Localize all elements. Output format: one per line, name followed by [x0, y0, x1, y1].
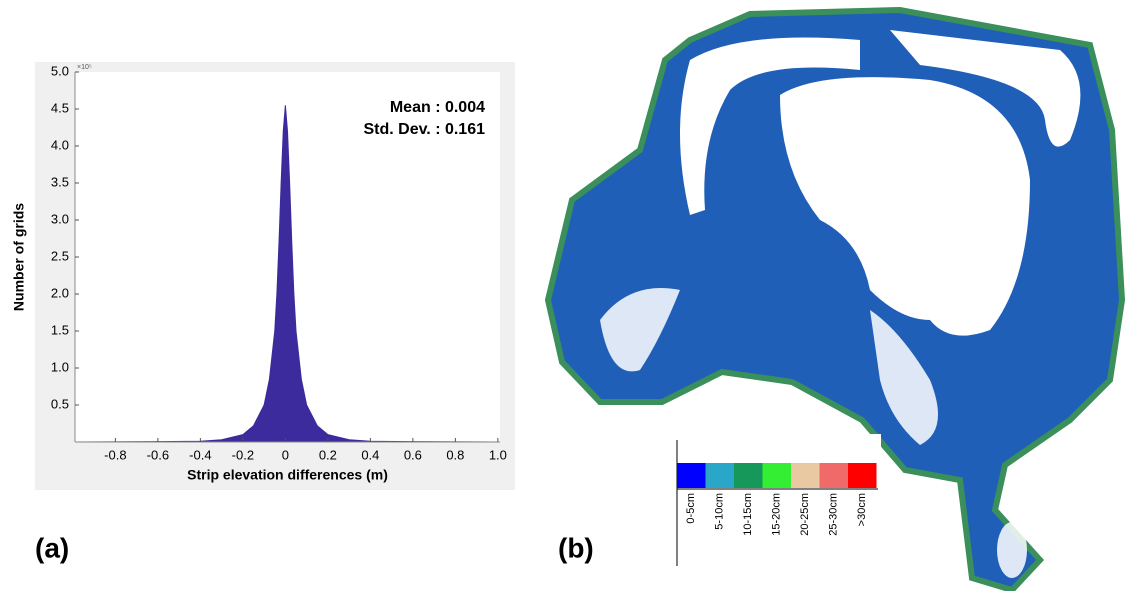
panel-label: (a) — [35, 532, 69, 563]
white-patch — [680, 37, 860, 215]
legend-label: >30cm — [856, 493, 868, 526]
y-tick-label: 1.5 — [51, 322, 69, 337]
x-tick-label: 1.0 — [489, 447, 507, 462]
y-tick-label: 3.0 — [51, 211, 69, 226]
x-axis-label: Strip elevation differences (m) — [187, 467, 388, 483]
map — [544, 6, 1126, 594]
panel-label: (b) — [558, 532, 594, 563]
legend-swatch — [848, 463, 877, 488]
legend-box — [673, 434, 881, 566]
annotation: Std. Dev. : 0.161 — [363, 121, 485, 138]
legend-label: 20-25cm — [799, 493, 811, 536]
x-tick-label: -0.6 — [147, 447, 169, 462]
map-legend: 0-5cm 5-10cm 10-15cm 15-20cm 20-25cm 25-30cm >… — [677, 463, 877, 536]
y-tick-label: 4.0 — [51, 137, 69, 152]
legend-swatch — [734, 463, 763, 488]
x-tick-label: -0.2 — [232, 447, 254, 462]
y-tick-label: 2.0 — [51, 285, 69, 300]
annotation: Mean : 0.004 — [390, 99, 485, 116]
legend-swatch — [705, 463, 734, 488]
y-tick-label: 0.5 — [51, 396, 69, 411]
x-tick-label: 0.6 — [404, 447, 422, 462]
histogram-area — [74, 105, 501, 443]
white-patch — [780, 77, 1030, 336]
y-tick-label: 5.0 — [51, 63, 69, 78]
x-tick-label: -0.4 — [189, 447, 211, 462]
legend-swatch — [677, 463, 706, 488]
y-scale-note: ×10⁵ — [77, 64, 92, 71]
y-axis-label: Number of grids — [11, 203, 27, 311]
y-tick-label: 2.5 — [51, 248, 69, 263]
y-tick-label: 4.5 — [51, 100, 69, 115]
legend-label: 0-5cm — [685, 493, 697, 524]
white-patch — [890, 30, 1081, 147]
x-tick-label: 0 — [282, 447, 289, 462]
legend-label: 25-30cm — [827, 493, 839, 536]
legend-label: 15-20cm — [770, 493, 782, 536]
white-patch — [870, 310, 938, 445]
legend-label: 5-10cm — [713, 493, 725, 530]
legend-swatch — [762, 463, 791, 488]
white-patch — [600, 288, 680, 372]
x-tick-label: 0.8 — [446, 447, 464, 462]
y-tick-label: 3.5 — [51, 174, 69, 189]
white-patch — [997, 522, 1027, 578]
legend-swatch — [819, 463, 848, 488]
y-tick-label: 1.0 — [51, 359, 69, 374]
x-tick-label: 0.4 — [361, 447, 379, 462]
x-tick-label: -0.8 — [104, 447, 126, 462]
x-tick-label: 0.2 — [319, 447, 337, 462]
legend-swatch — [791, 463, 820, 488]
legend-label: 10-15cm — [742, 493, 754, 536]
